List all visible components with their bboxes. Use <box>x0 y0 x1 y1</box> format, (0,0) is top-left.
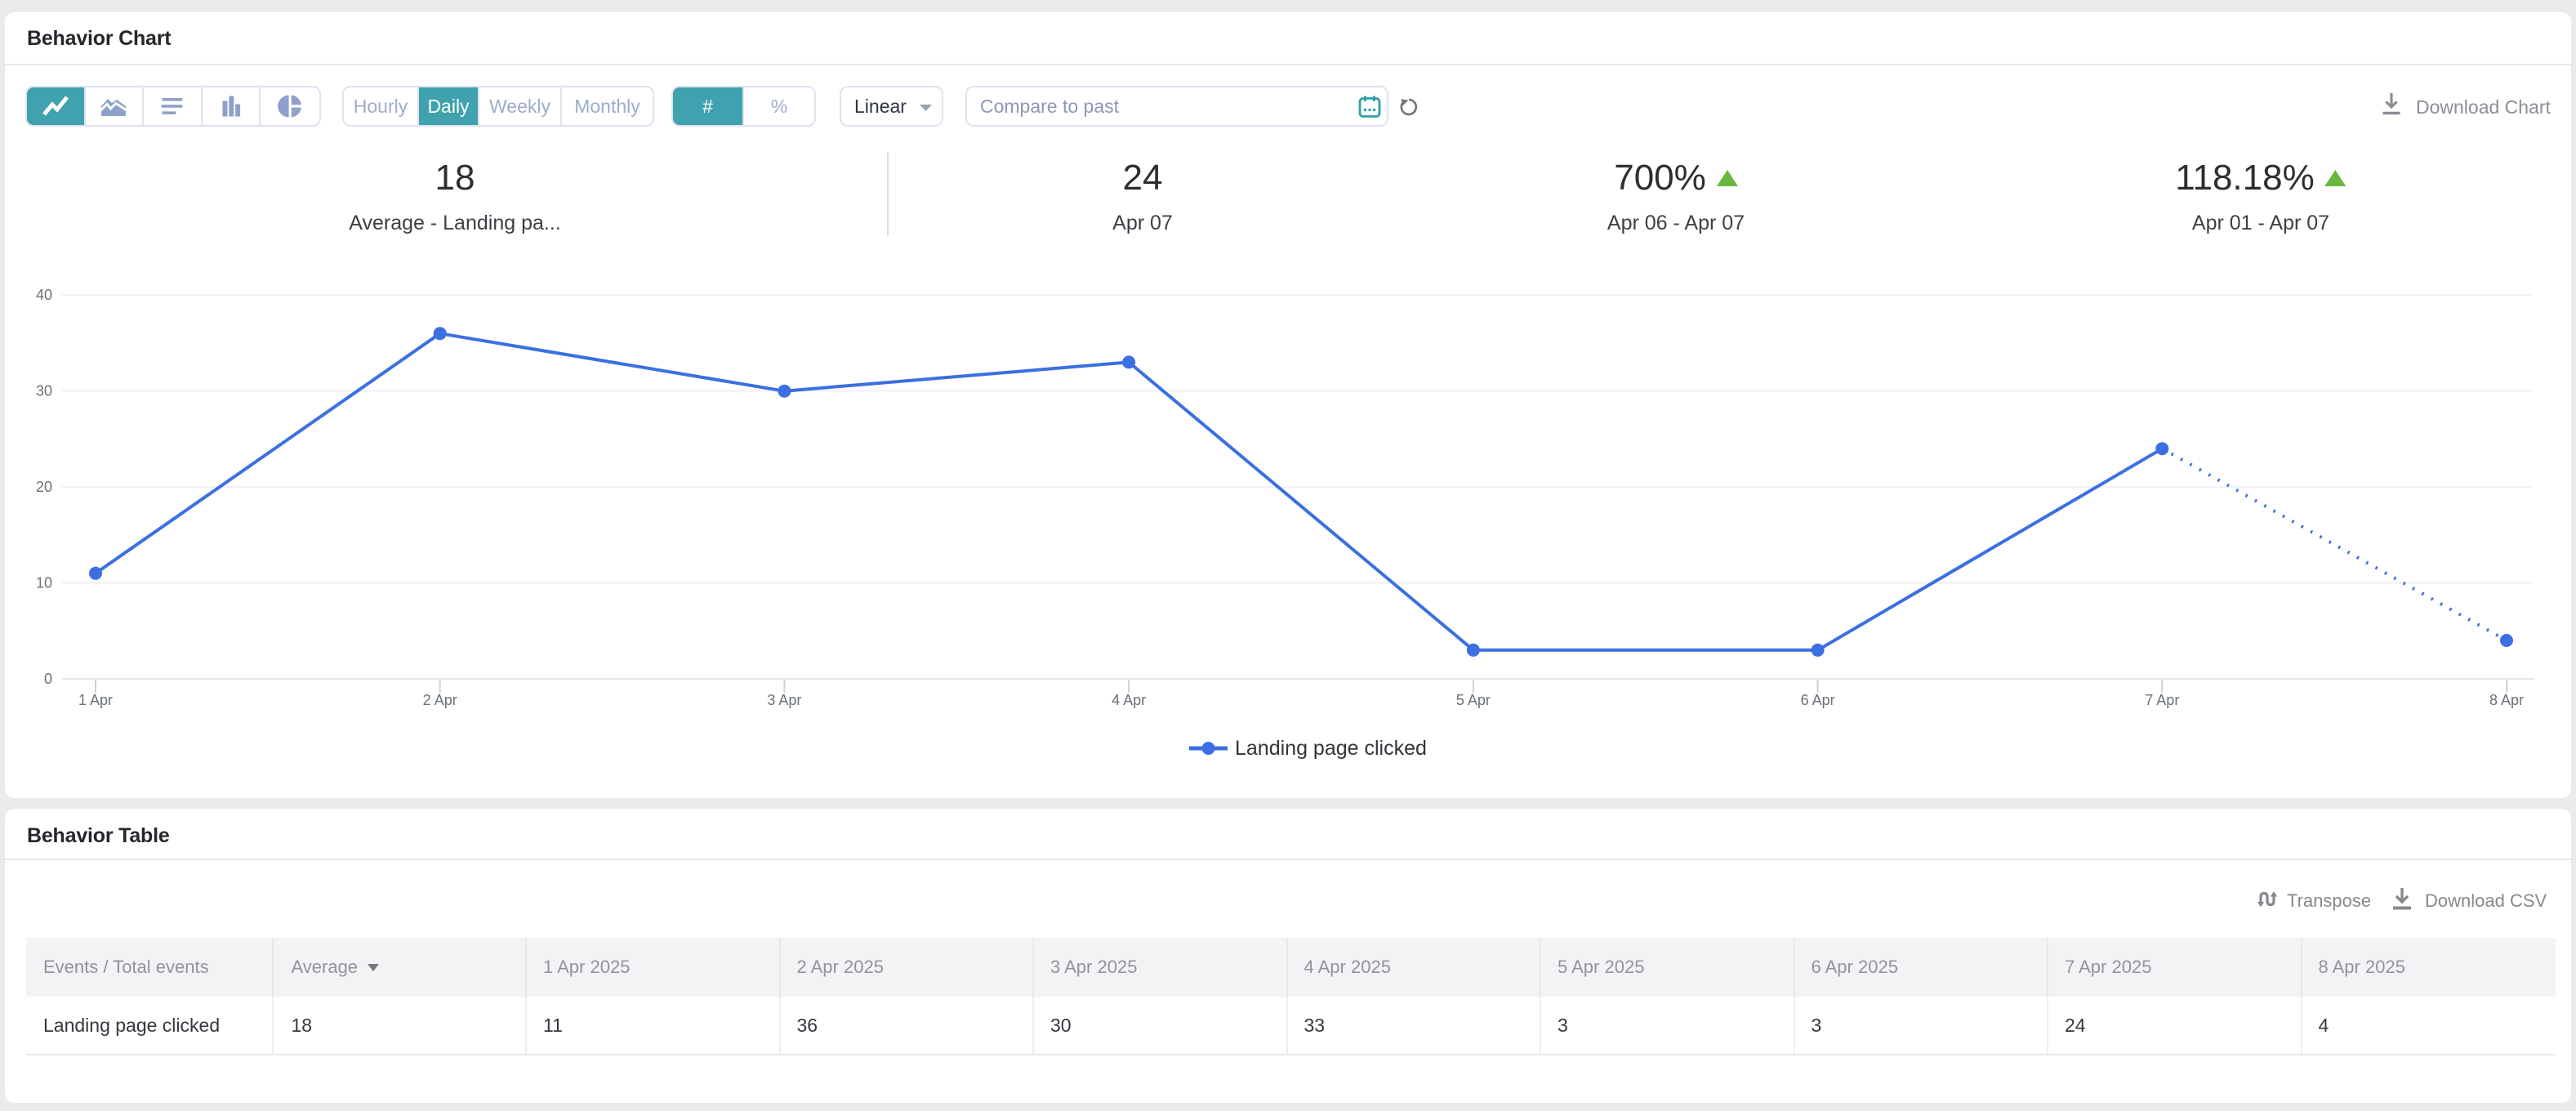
svg-text:5 Apr: 5 Apr <box>1456 692 1491 708</box>
svg-text:3 Apr: 3 Apr <box>767 692 801 708</box>
svg-text:7 Apr: 7 Apr <box>2145 692 2179 708</box>
svg-text:8 Apr: 8 Apr <box>2489 692 2524 708</box>
svg-text:10: 10 <box>36 575 52 591</box>
svg-text:40: 40 <box>36 287 52 303</box>
svg-text:0: 0 <box>44 671 52 687</box>
svg-text:1 Apr: 1 Apr <box>78 692 113 708</box>
svg-text:6 Apr: 6 Apr <box>1801 692 1835 708</box>
svg-text:30: 30 <box>36 383 52 399</box>
svg-text:Landing page clicked: Landing page clicked <box>1235 737 1427 760</box>
svg-text:4 Apr: 4 Apr <box>1112 692 1146 708</box>
svg-text:20: 20 <box>36 479 52 495</box>
svg-text:2 Apr: 2 Apr <box>423 692 457 708</box>
